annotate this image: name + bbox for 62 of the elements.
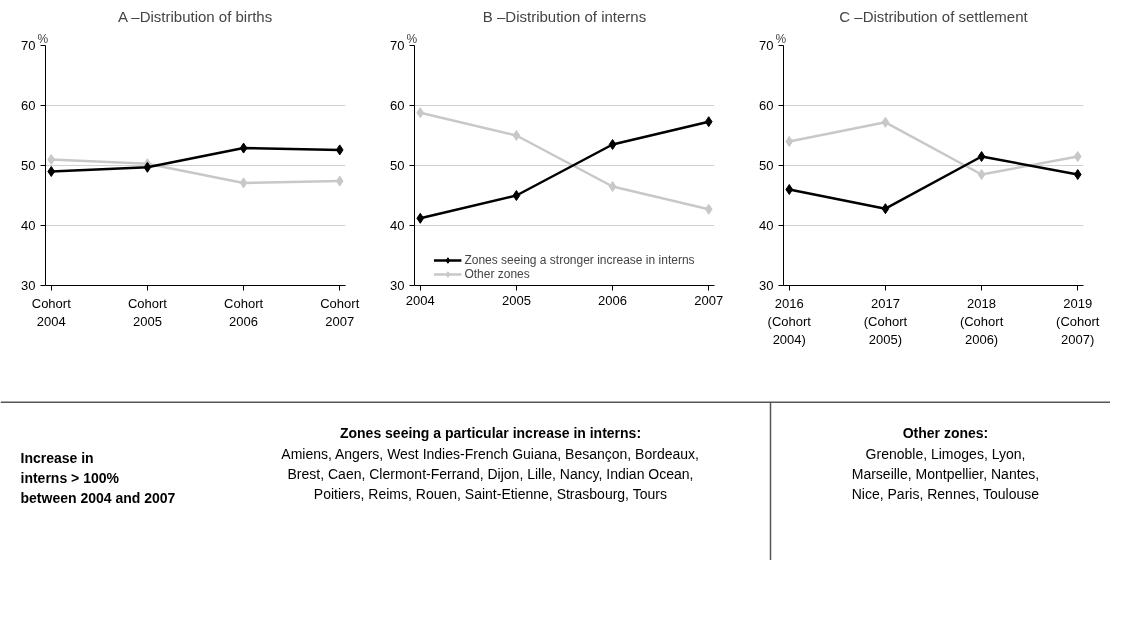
x-tick-label: 2018 (Cohort 2006) (959, 295, 1004, 347)
point (512, 130, 521, 141)
point (1073, 169, 1082, 180)
y-tick-label: 60 (21, 98, 36, 113)
text: Other zones: (902, 424, 989, 441)
x-tick-label: Cohort 2005 (127, 295, 168, 329)
y-tick-label: 30 (759, 278, 774, 293)
x-tick-label: 2006 (598, 292, 628, 308)
point (608, 181, 617, 192)
text: Amiens, Angers, West Indies-French Guiana, Besançon, Bordeaux, Brest, Caen, Clermont-Ferrand, Dijon, Lille, Nancy, Indian Ocean, Poitiers, Reims, Rouen, Saint-Etienne, Strasbourg, Tours (281, 445, 699, 502)
y-axis-title: % (775, 31, 787, 46)
x-tick-label: Cohort 2006 (224, 295, 264, 329)
y-tick-label: 40 (759, 218, 774, 233)
point (239, 142, 248, 154)
y-tick-label: 50 (759, 158, 774, 173)
x-tick-label: 2019 (Cohort 2007) (1056, 295, 1100, 347)
y-tick-label: 40 (390, 218, 405, 233)
point (416, 212, 425, 224)
x-tick-label: 2017 (Cohort 2005) (863, 295, 908, 347)
point (977, 151, 986, 162)
point (881, 203, 890, 215)
y-tick-label: 70 (759, 38, 774, 53)
legend-label: Zones seeing a stronger increase in interns (464, 253, 695, 267)
y-axis-title: % (37, 31, 49, 46)
point (704, 116, 713, 128)
point (47, 166, 56, 177)
point (512, 190, 521, 201)
x-tick-label: 2005 (501, 292, 531, 308)
chart-title: A –Distribution of births (117, 7, 273, 25)
text: Increase in interns > 100% between 2004 and 2007 (20, 450, 176, 506)
text: Grenoble, Limoges, Lyon, Marseille, Montpellier, Nantes, Nice, Paris, Rennes, Toulouse (851, 445, 1040, 502)
y-tick-label: 30 (21, 278, 36, 293)
chart-title: B –Distribution of interns (482, 7, 647, 25)
point (704, 203, 713, 215)
point (785, 184, 794, 195)
point (335, 175, 344, 187)
y-tick-label: 50 (390, 158, 405, 173)
point (977, 169, 986, 180)
x-tick-label: 2007 (694, 292, 724, 308)
y-tick-label: 60 (390, 98, 405, 113)
legend-label: Other zones (464, 267, 530, 281)
point (416, 107, 425, 119)
point (608, 139, 617, 150)
text: Zones seeing a particular increase in interns: (339, 424, 642, 441)
y-tick-label: 70 (21, 38, 36, 53)
point (47, 154, 56, 165)
y-axis-title: % (406, 31, 418, 46)
y-tick-label: 70 (390, 38, 405, 53)
x-tick-label: 2004 (405, 292, 435, 308)
point (335, 144, 344, 156)
x-tick-label: Cohort 2007 (320, 295, 360, 329)
point (239, 177, 248, 189)
y-tick-label: 50 (21, 158, 36, 173)
point (881, 116, 890, 128)
point (785, 136, 794, 147)
y-tick-label: 60 (759, 98, 774, 113)
x-tick-label: 2016 (Cohort 2004) (767, 295, 812, 347)
chart-title: C –Distribution of settlement (839, 7, 1029, 25)
point (1073, 151, 1082, 162)
x-tick-label: Cohort 2004 (31, 295, 72, 329)
y-tick-label: 30 (390, 278, 405, 293)
y-tick-label: 40 (21, 218, 36, 233)
